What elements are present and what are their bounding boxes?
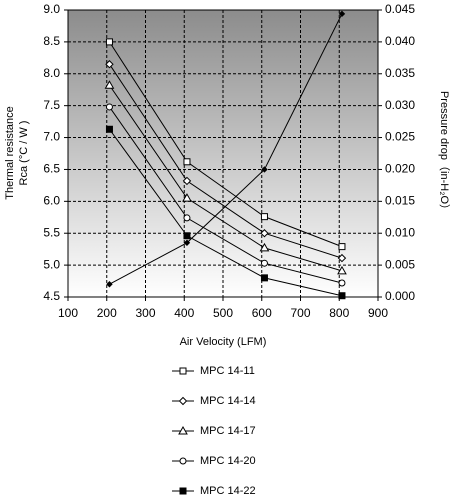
y-tick-label: 7.0 (43, 130, 60, 144)
series-line (109, 106, 343, 284)
data-point (337, 265, 347, 275)
y-tick-label: 4.5 (43, 289, 60, 303)
y2-tick-label: 0.035 (385, 66, 415, 80)
y2-tick-label: 0.030 (385, 98, 415, 112)
data-point (338, 292, 346, 300)
series-line (109, 128, 343, 297)
y-tick-label: 5.0 (43, 257, 60, 271)
legend-label: MPC 14-11 (200, 365, 255, 377)
data-point (105, 103, 113, 111)
legend-label: MPC 14-14 (200, 395, 256, 407)
y-tick-label: 6.0 (43, 194, 60, 208)
legend-marker (178, 396, 188, 406)
series-line (109, 41, 343, 248)
y-tick-label: 8.5 (43, 34, 60, 48)
y2-axis-label: Pressure drop（in-H₂O） (438, 91, 451, 215)
y-axis-label: Thermal resistance (4, 106, 16, 200)
data-point (106, 281, 113, 288)
series-line (109, 13, 343, 285)
y2-tick-label: 0.005 (385, 257, 415, 271)
x-tick-label: 700 (290, 306, 310, 320)
y-tick-label: 8.0 (43, 66, 60, 80)
data-point (260, 259, 268, 267)
y-tick-label: 5.5 (43, 225, 60, 239)
data-point (338, 243, 346, 251)
x-tick-label: 400 (174, 306, 194, 320)
data-point (260, 213, 268, 221)
data-point (105, 125, 113, 133)
legend-marker (179, 487, 187, 495)
series-line (109, 63, 343, 259)
y2-tick-label: 0.025 (385, 130, 415, 144)
y2-tick-label: 0.020 (385, 162, 415, 176)
data-point (338, 10, 346, 18)
x-tick-label: 500 (213, 306, 233, 320)
plot-area (67, 9, 379, 298)
data-point (105, 60, 114, 69)
y-tick-label: 9.0 (43, 2, 60, 16)
data-point (259, 242, 270, 252)
data-point (260, 229, 269, 238)
data-point (338, 279, 346, 287)
y-axis-label: Rca (°C / W ) (18, 121, 30, 186)
x-tick-label: 600 (252, 306, 272, 320)
legend-label: MPC 14-22 (200, 485, 256, 495)
data-point (337, 253, 347, 263)
y2-tick-label: 0.040 (385, 34, 415, 48)
y-tick-label: 6.5 (43, 162, 60, 176)
legend-marker (179, 457, 187, 465)
legend-label: MPC 14-20 (200, 455, 256, 467)
data-point (105, 38, 113, 46)
data-point (182, 176, 192, 186)
y2-tick-label: 0.010 (385, 225, 415, 239)
legend-marker (178, 425, 188, 435)
x-axis-label: Air Velocity (LFM) (180, 336, 267, 348)
data-point (260, 274, 268, 282)
data-point (261, 166, 268, 173)
x-tick-label: 800 (329, 306, 349, 320)
x-tick-label: 900 (368, 306, 388, 320)
data-point (183, 214, 191, 222)
data-point (183, 158, 191, 166)
legend-marker (179, 367, 187, 375)
x-tick-label: 100 (58, 306, 78, 320)
x-tick-label: 200 (97, 306, 117, 320)
y-tick-label: 7.5 (43, 98, 60, 112)
data-point (183, 232, 191, 240)
y2-tick-label: 0.045 (385, 2, 415, 16)
y2-tick-label: 0.015 (385, 194, 415, 208)
data-point (182, 193, 192, 202)
data-point (183, 239, 191, 246)
series-line (109, 84, 343, 272)
legend-label: MPC 14-17 (200, 425, 256, 437)
x-tick-label: 300 (135, 306, 155, 320)
y2-tick-label: 0.000 (385, 289, 415, 303)
data-point (104, 80, 115, 89)
